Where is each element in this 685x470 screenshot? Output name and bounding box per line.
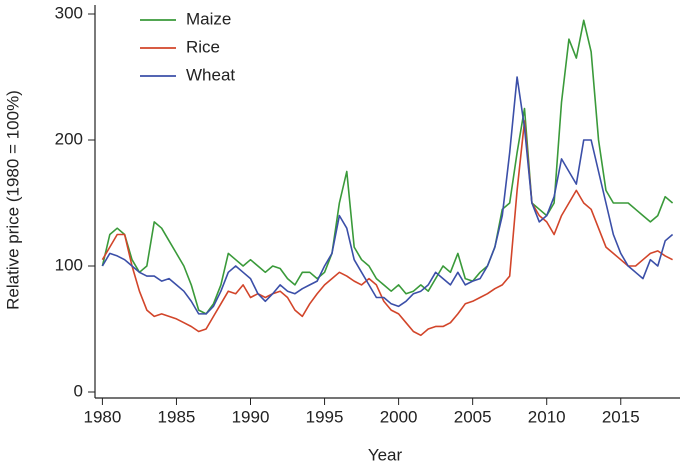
legend-label: Maize xyxy=(186,9,231,28)
x-tick-label: 2010 xyxy=(528,407,566,426)
x-axis-label: Year xyxy=(368,445,403,464)
line-maize xyxy=(101,19,674,315)
x-tick-label: 2015 xyxy=(602,407,640,426)
line-rice xyxy=(101,120,673,337)
y-tick-label: 200 xyxy=(55,129,83,148)
y-tick-label: 100 xyxy=(55,255,83,274)
x-tick-label: 1985 xyxy=(158,407,196,426)
y-axis-label: Relative price (1980 = 100%) xyxy=(3,90,22,310)
legend-label: Wheat xyxy=(186,65,235,84)
y-tick-label: 300 xyxy=(55,3,83,22)
x-tick-label: 2005 xyxy=(454,407,492,426)
legend-label: Rice xyxy=(186,37,220,56)
x-tick-label: 2000 xyxy=(380,407,418,426)
x-tick-label: 1995 xyxy=(306,407,344,426)
x-tick-label: 1980 xyxy=(83,407,121,426)
x-tick-label: 1990 xyxy=(232,407,270,426)
line-wheat xyxy=(101,76,674,315)
y-tick-label: 0 xyxy=(74,381,83,400)
